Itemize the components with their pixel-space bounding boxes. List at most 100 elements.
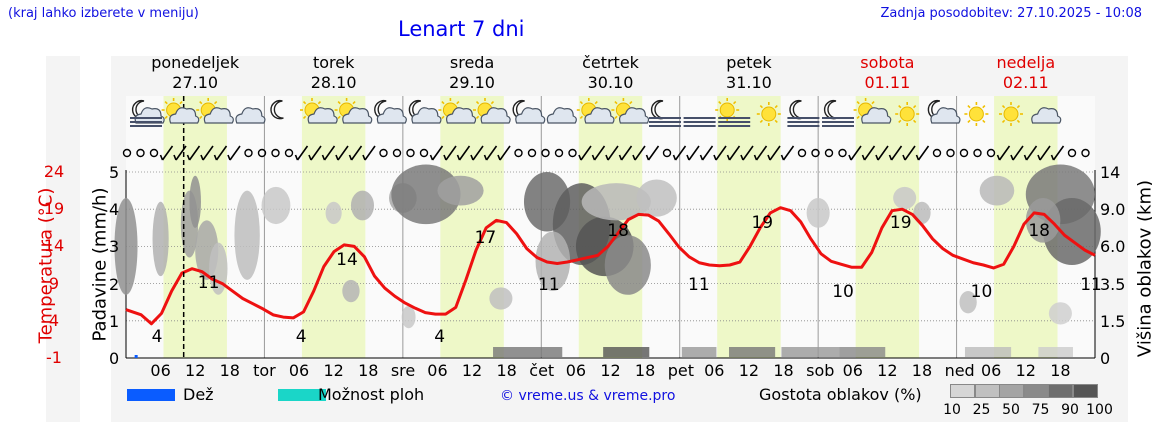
wind-barb-glyph <box>362 154 366 161</box>
temp-min-label: 10 <box>832 282 854 303</box>
wind-calm-glyph <box>1067 148 1077 158</box>
sun-ray-icon <box>856 115 860 120</box>
cloud-density-swatch <box>999 384 1024 398</box>
temperature-line <box>125 206 1096 326</box>
wind-barb-glyph <box>159 154 164 161</box>
wind-calm-glyph <box>419 148 429 158</box>
wind-arrow-glyph <box>202 145 214 161</box>
wind-arrow-glyph <box>485 145 498 161</box>
wind-barb-glyph <box>726 154 731 161</box>
wind-barb-glyph <box>632 154 636 161</box>
x-tick-label: 18 <box>358 361 379 380</box>
wind-calm-glyph <box>122 148 132 158</box>
x-tick-label: tor <box>253 361 276 380</box>
cloud-height-axis-label: Višina oblakov (km) <box>1134 179 1152 358</box>
cloud-density-swatch <box>1023 384 1049 398</box>
wind-barb-glyph <box>780 154 785 161</box>
cloud-blob <box>489 287 513 310</box>
location-hint: (kraj lahko izberete v meniju) <box>8 6 199 21</box>
wind-calm-glyph <box>568 148 577 158</box>
sun-ray-icon <box>317 100 322 105</box>
wind-arrow-glyph <box>310 145 322 161</box>
wind-calm-glyph <box>271 148 280 158</box>
wind-barb-glyph <box>875 154 879 161</box>
temp-max-label: 18 <box>1028 220 1050 241</box>
wind-barb-glyph <box>996 154 1001 161</box>
x-tick-label: 06 <box>288 361 310 380</box>
wind-calm-glyph <box>514 148 523 158</box>
sun-ray-icon <box>898 104 902 109</box>
x-tick-label: sob <box>806 361 835 380</box>
wind-arrow-glyph <box>296 145 309 161</box>
cloud-icon <box>134 107 165 124</box>
wind-barb-glyph <box>767 154 771 161</box>
wind-arrow-glyph <box>1052 145 1065 161</box>
temp-tick: 4 <box>48 310 60 330</box>
wind-arrow-glyph <box>499 145 511 161</box>
cloud-blob <box>325 201 342 225</box>
credit-link[interactable]: © vreme.us & vreme.pro <box>500 388 676 404</box>
x-tick-label: 12 <box>738 361 760 380</box>
sun-ray-icon <box>967 104 971 109</box>
wind-arrow-glyph <box>364 145 376 161</box>
cloud-icon <box>169 107 200 124</box>
cloud-height-tick: 6.0 <box>1100 237 1126 257</box>
cloud-blob <box>391 164 461 225</box>
wind-arrow-glyph <box>755 145 768 161</box>
x-tick-label: čet <box>529 361 555 380</box>
wind-arrow-glyph <box>850 145 862 161</box>
cloud-height-tick: 0 <box>1100 349 1111 368</box>
sun-ray-icon <box>594 100 598 105</box>
sun-icon <box>1003 106 1019 122</box>
wind-barb-glyph <box>335 154 339 161</box>
sun-ray-icon <box>302 100 307 105</box>
cloud-height-tick: 14 <box>1100 163 1121 182</box>
wind-barb-glyph <box>713 154 717 161</box>
sun-ray-icon <box>774 119 778 124</box>
cloud-icon <box>546 107 577 124</box>
wind-barb-glyph <box>902 154 906 161</box>
sun-ray-icon <box>614 115 618 120</box>
cloud-blob <box>234 190 260 280</box>
sun-ray-icon <box>774 104 778 109</box>
cloud-blob <box>535 231 571 292</box>
x-tick-label: ned <box>944 361 975 380</box>
wind-barb-glyph <box>605 154 609 161</box>
precip-tick: 1 <box>109 311 120 331</box>
precip-tick: 5 <box>109 163 120 182</box>
cloud-icon <box>342 107 373 124</box>
day-date: 31.10 <box>726 73 772 92</box>
last-updated: Zadnja posodobitev: 27.10.2025 - 10:08 <box>880 6 1142 21</box>
wind-calm-glyph <box>284 148 294 158</box>
day-date: 27.10 <box>172 73 219 92</box>
x-tick-label: 12 <box>185 361 206 380</box>
wind-arrow-glyph <box>188 145 201 161</box>
cloud-blob <box>581 183 651 221</box>
low-cloud-band <box>964 347 1012 357</box>
wind-arrow-glyph <box>607 145 619 161</box>
wind-arrow-glyph <box>647 145 660 161</box>
temp-min-label: 4 <box>151 326 163 347</box>
day-date: 01.11 <box>864 73 911 92</box>
x-tick-label: 18 <box>773 361 794 380</box>
sun-ray-icon <box>199 100 203 105</box>
wind-arrow-glyph <box>1025 145 1038 161</box>
temp-tick: 19 <box>43 199 65 219</box>
wind-barb-glyph <box>1010 154 1014 161</box>
cloud-icon <box>203 107 234 124</box>
wind-barb-glyph <box>321 154 326 161</box>
cloud-icon <box>307 107 338 124</box>
wind-arrow-glyph <box>742 145 754 161</box>
wind-arrow-glyph <box>431 145 444 161</box>
wind-barb-glyph <box>672 154 677 161</box>
cloud-density-value: 90 <box>1061 402 1079 418</box>
wind-calm-glyph <box>662 148 672 158</box>
wind-calm-glyph <box>406 148 415 158</box>
temp-min-label: 11 <box>1080 274 1102 295</box>
cloud-density-value: 75 <box>1031 402 1050 418</box>
wind-barb-glyph <box>591 154 596 161</box>
sun-ray-icon <box>441 100 445 105</box>
sun-ray-icon <box>199 115 203 120</box>
temp-max-label: 11 <box>197 272 220 293</box>
wind-barb-glyph <box>348 154 353 161</box>
